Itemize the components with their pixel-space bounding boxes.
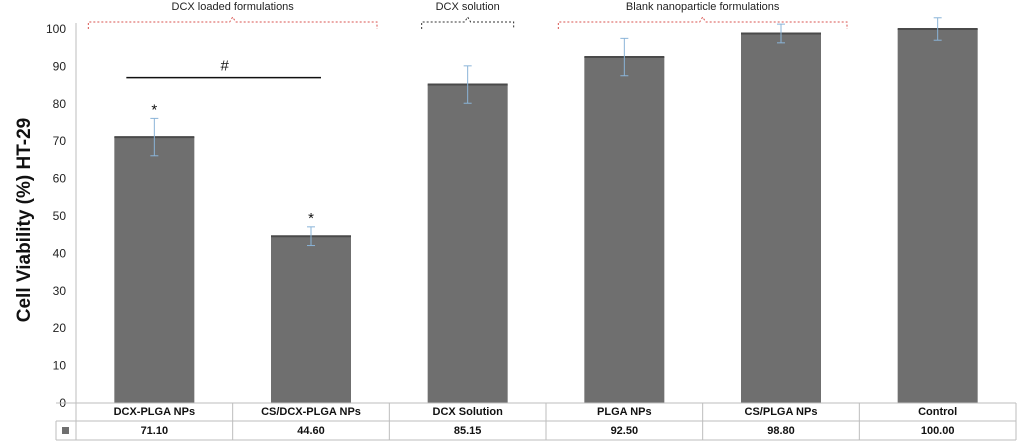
group-label: Blank nanoparticle formulations [626, 1, 780, 13]
value-label: 71.10 [141, 425, 169, 437]
legend-key-icon [62, 427, 69, 434]
bar [427, 84, 508, 403]
value-label: 44.60 [297, 425, 325, 437]
group-bracket [421, 16, 515, 29]
value-label: 92.50 [611, 425, 639, 437]
group-label: DCX loaded formulations [172, 1, 295, 13]
bar [114, 137, 195, 403]
significance-star: * [151, 101, 157, 118]
bar [897, 29, 978, 403]
category-label: CS/DCX-PLGA NPs [261, 406, 361, 418]
comparison-symbol: # [220, 58, 229, 75]
category-label: DCX-PLGA NPs [114, 406, 196, 418]
data-table: DCX-PLGA NPs 71.10 CS/DCX-PLGA NPs 44.60 DCX… [55, 402, 1017, 441]
bar [741, 33, 821, 403]
value-label: 100.00 [921, 425, 955, 437]
y-axis-label: Cell Viability (%) HT-29 [14, 118, 35, 322]
category-label: CS/PLGA NPs [745, 406, 818, 418]
bar [584, 57, 665, 404]
value-label: 98.80 [767, 425, 795, 437]
group-label: DCX solution [436, 1, 500, 13]
y-tick-label: 90 [53, 59, 67, 73]
y-tick-label: 30 [53, 284, 67, 298]
group-bracket [87, 16, 378, 29]
y-tick-label: 60 [53, 172, 67, 186]
category-label: PLGA NPs [597, 406, 652, 418]
annotations: * * # [126, 58, 321, 227]
y-tick-label: 40 [53, 246, 67, 260]
y-tick-label: 100 [46, 22, 66, 36]
y-tick-label: 80 [53, 97, 67, 111]
y-tick-label: 50 [53, 209, 67, 223]
bar [271, 236, 351, 403]
y-tick-label: 10 [53, 359, 67, 373]
significance-star: * [308, 210, 314, 227]
category-label: Control [918, 406, 957, 418]
group-brackets: DCX loaded formulations DCX solution Blank… [87, 1, 848, 29]
y-tick-label: 20 [53, 321, 67, 335]
bars [114, 17, 978, 404]
value-label: 85.15 [454, 425, 482, 437]
group-bracket [557, 16, 848, 29]
y-tick-label: 70 [53, 134, 67, 148]
category-label: DCX Solution [433, 406, 504, 418]
